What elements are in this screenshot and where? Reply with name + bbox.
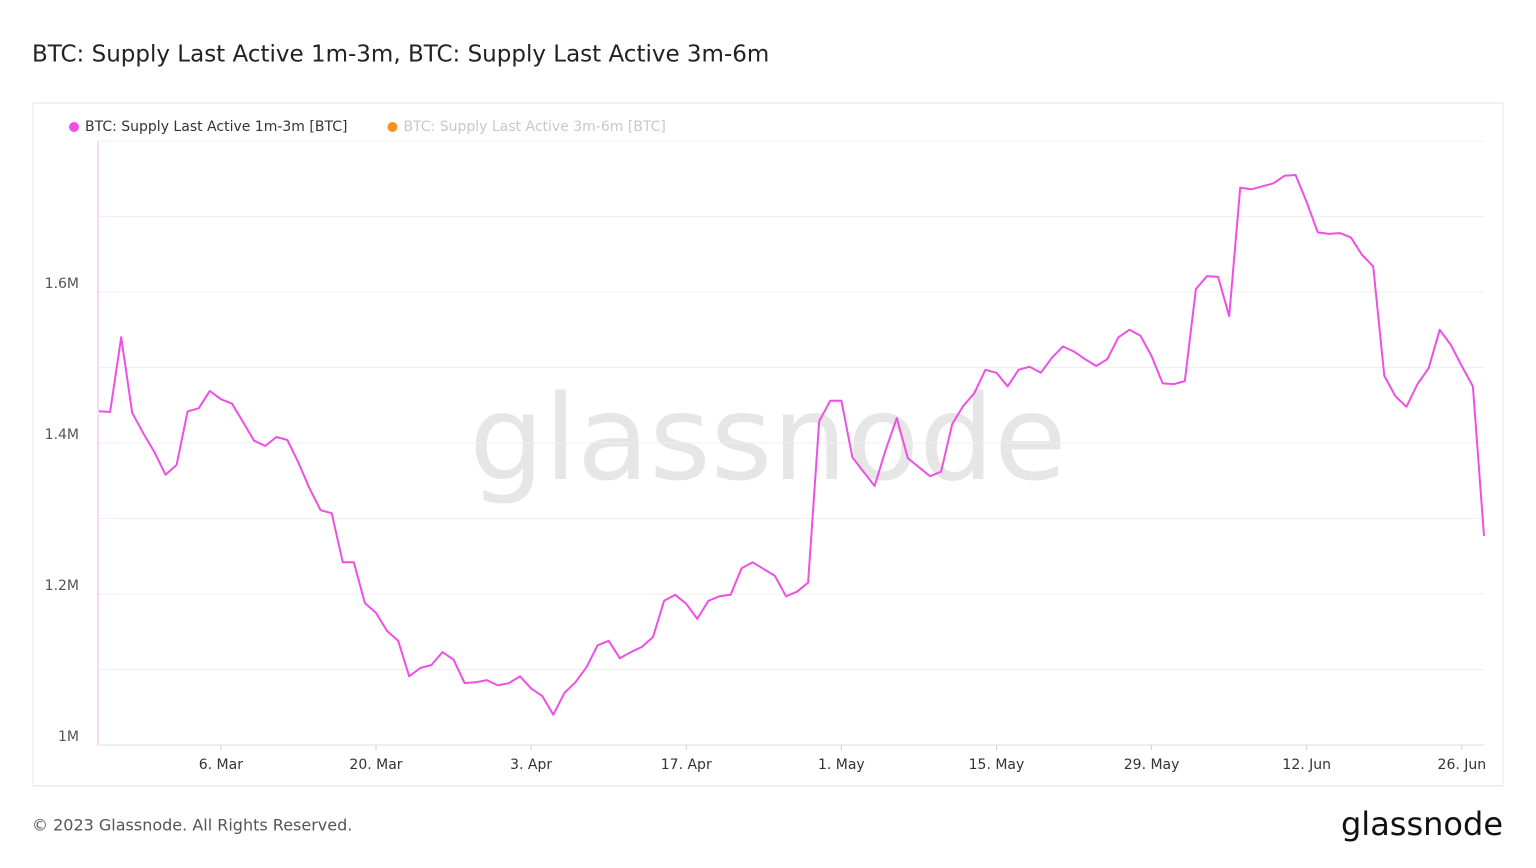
footer: © 2023 Glassnode. All Rights Reserved. — [32, 816, 352, 835]
brand-logo: glassnode — [1341, 805, 1503, 843]
legend-swatch — [387, 122, 398, 132]
x-tick-label: 20. Mar — [349, 757, 402, 773]
legend-label: BTC: Supply Last Active 1m-3m [BTC] — [85, 119, 347, 135]
y-tick-label: 1.4M — [45, 427, 79, 443]
x-tick-label: 3. Apr — [510, 757, 552, 773]
legend-swatch — [69, 122, 79, 132]
y-tick-label: 1M — [58, 729, 79, 745]
watermark: glassnode — [469, 369, 1066, 507]
x-tick-label: 12. Jun — [1282, 757, 1331, 773]
x-tick-label: 29. May — [1124, 757, 1180, 773]
data-line — [98, 174, 1485, 716]
chart-title: BTC: Supply Last Active 1m-3m, BTC: Supp… — [32, 42, 769, 68]
legend-label: BTC: Supply Last Active 3m-6m [BTC] — [403, 119, 665, 135]
x-tick-label: 1. May — [818, 757, 865, 773]
x-tick-label: 6. Mar — [199, 757, 243, 773]
x-tick-label: 15. May — [969, 757, 1025, 773]
x-tick-label: 26. Jun — [1438, 757, 1487, 773]
y-tick-label: 1.2M — [45, 578, 79, 594]
y-tick-label: 1.6M — [45, 276, 79, 292]
x-tick-label: 17. Apr — [661, 757, 712, 773]
